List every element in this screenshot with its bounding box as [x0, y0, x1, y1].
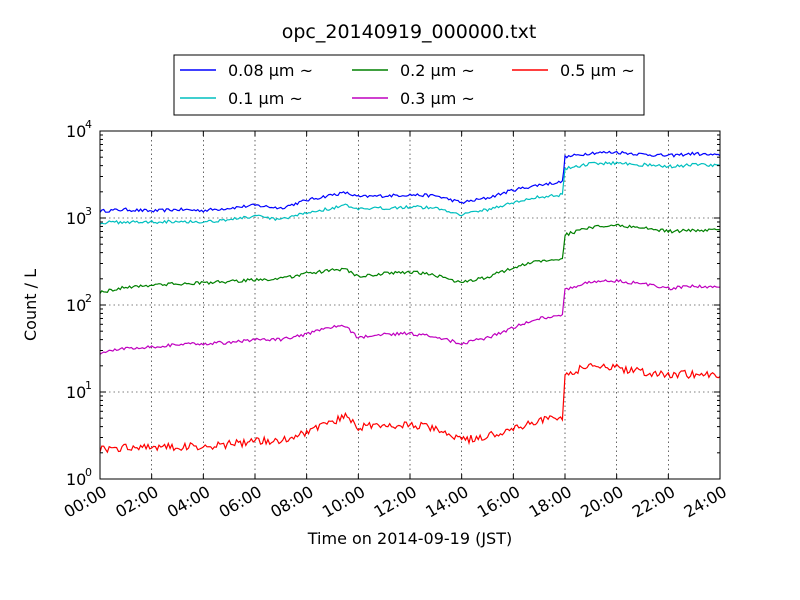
ticks [99, 130, 721, 480]
series-line-1 [99, 160, 721, 225]
legend-label-3: 0.3 μm ~ [400, 89, 475, 108]
x-tick-label: 12:00 [371, 482, 420, 522]
grid [100, 131, 720, 479]
legend-box [173, 54, 645, 116]
legend: 0.08 μm ~ 0.1 μm ~ 0.2 μm ~ 0.3 μm ~ 0.5 μm … [173, 54, 645, 116]
x-tick-labels: 00:00 02:00 04:00 06:00 08:00 10:00 12:00 14:00… [61, 482, 730, 522]
x-tick-label: 20:00 [577, 482, 626, 522]
y-tick-base: 10 [66, 383, 86, 402]
x-axis-label: Time on 2014-09-19 (JST) [307, 529, 512, 548]
y-tick-base: 10 [66, 296, 86, 315]
y-tick-base: 10 [66, 470, 86, 489]
y-tick-exponent: 4 [85, 118, 92, 131]
series-layer [99, 150, 721, 454]
legend-label-0: 0.08 μm ~ [228, 61, 313, 80]
series-line-4 [99, 362, 721, 454]
y-tick-exponent: 1 [85, 379, 92, 392]
y-tick-exponent: 2 [85, 292, 92, 305]
y-tick-exponent: 0 [85, 466, 92, 479]
x-tick-label: 24:00 [681, 482, 730, 522]
chart-title: opc_20140919_000000.txt [282, 21, 537, 43]
x-tick-label: 04:00 [164, 482, 213, 522]
legend-label-2: 0.2 μm ~ [400, 61, 475, 80]
y-tick-label: 101 [66, 379, 92, 402]
x-tick-label: 10:00 [319, 482, 368, 522]
legend-label-4: 0.5 μm ~ [560, 61, 635, 80]
x-tick-label: 22:00 [629, 482, 678, 522]
y-tick-base: 10 [66, 209, 86, 228]
x-tick-label: 08:00 [267, 482, 316, 522]
x-tick-label: 14:00 [422, 482, 471, 522]
y-tick-base: 10 [66, 122, 86, 141]
y-axis-label: Count / L [21, 269, 40, 341]
y-tick-label: 102 [66, 292, 92, 315]
y-tick-label: 104 [66, 118, 92, 141]
x-tick-label: 02:00 [112, 482, 161, 522]
x-tick-label: 06:00 [216, 482, 265, 522]
series-line-0 [99, 150, 721, 213]
series-line-2 [99, 223, 721, 294]
y-tick-label: 103 [66, 205, 92, 228]
x-tick-label: 16:00 [474, 482, 523, 522]
y-tick-label: 100 [66, 466, 92, 489]
series-line-3 [99, 278, 720, 355]
y-tick-exponent: 3 [85, 205, 92, 218]
legend-label-1: 0.1 μm ~ [228, 89, 303, 108]
x-tick-label: 18:00 [526, 482, 575, 522]
